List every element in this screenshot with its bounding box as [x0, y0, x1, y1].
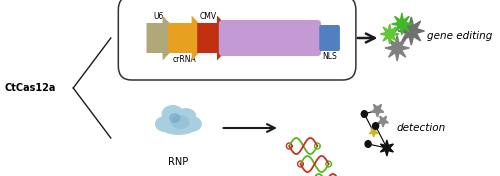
Polygon shape — [392, 13, 412, 35]
Circle shape — [372, 122, 380, 130]
FancyBboxPatch shape — [197, 15, 238, 61]
FancyBboxPatch shape — [168, 15, 213, 61]
FancyBboxPatch shape — [219, 20, 321, 56]
FancyBboxPatch shape — [146, 15, 184, 61]
Text: crRNA: crRNA — [172, 55, 196, 64]
Text: NLS: NLS — [322, 52, 337, 61]
Polygon shape — [398, 17, 424, 45]
Circle shape — [360, 110, 368, 118]
Polygon shape — [385, 35, 409, 61]
Polygon shape — [370, 128, 378, 137]
Ellipse shape — [155, 116, 176, 132]
Ellipse shape — [181, 116, 202, 132]
Ellipse shape — [171, 115, 190, 129]
Text: CMV: CMV — [200, 12, 217, 21]
Circle shape — [364, 140, 372, 148]
Text: CtCas12a: CtCas12a — [244, 33, 295, 43]
Ellipse shape — [162, 121, 196, 135]
Text: CtCas12a: CtCas12a — [4, 83, 56, 93]
Polygon shape — [380, 140, 394, 156]
Polygon shape — [380, 24, 399, 44]
Text: detection: detection — [396, 123, 446, 133]
Ellipse shape — [166, 113, 192, 131]
Text: U6: U6 — [154, 12, 164, 21]
Polygon shape — [378, 116, 388, 127]
Ellipse shape — [162, 105, 184, 123]
Polygon shape — [371, 104, 384, 117]
Ellipse shape — [176, 108, 197, 124]
FancyBboxPatch shape — [320, 25, 340, 51]
Ellipse shape — [169, 113, 180, 123]
Text: gene editing: gene editing — [427, 31, 492, 41]
Text: RNP: RNP — [168, 157, 188, 167]
FancyBboxPatch shape — [118, 0, 356, 80]
